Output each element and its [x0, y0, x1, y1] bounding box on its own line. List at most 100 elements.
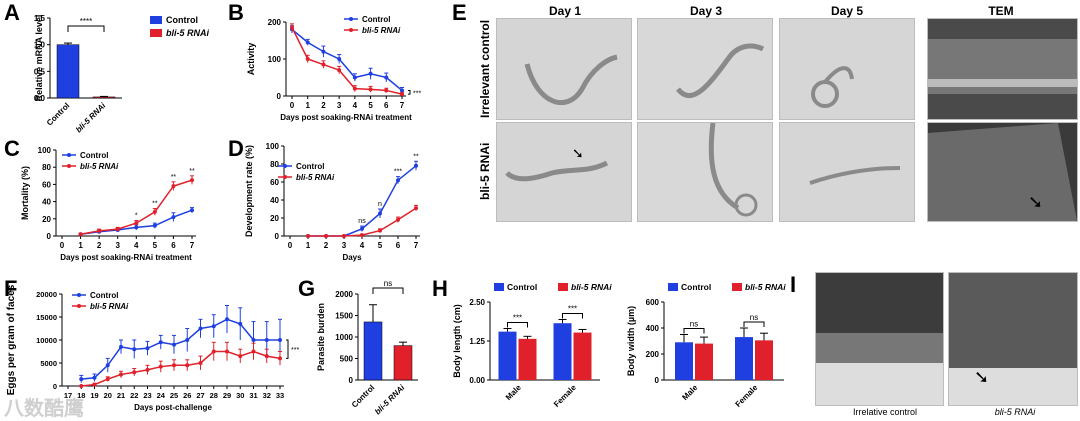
y-tick-label: 20 — [270, 214, 279, 223]
e-row-label-control: Irrelevant control — [478, 19, 492, 118]
chart-h1: 0.00 1.25 2.50 Body length (cm) Male *** Femal… — [452, 282, 612, 409]
significance-bracket — [562, 312, 583, 319]
legend-marker — [77, 293, 81, 297]
y-tick-label: 0.0 — [34, 94, 46, 103]
significance-label: ** — [152, 200, 158, 207]
y-axis-label: Activity — [246, 43, 256, 76]
data-point — [290, 25, 294, 30]
y-axis-label: Relative mRNA level — [34, 15, 44, 102]
data-point — [119, 372, 123, 377]
x-tick-label: 33 — [276, 391, 284, 400]
y-tick-label: 100 — [38, 146, 52, 155]
chart-f: 0 5000 10000 15000 20000 Eggs per gram of fac… — [6, 284, 299, 412]
data-point — [321, 49, 326, 54]
data-point — [145, 346, 150, 351]
data-point — [264, 354, 269, 359]
series-line-0 — [291, 28, 403, 92]
x-tick-label: 4 — [134, 241, 139, 250]
y-tick-label: 200 — [268, 18, 282, 27]
legend-marker — [67, 153, 71, 157]
y-tick-label: 0 — [349, 376, 354, 385]
panel-label-g: G — [298, 276, 316, 301]
legend-label: bli-5 RNAi — [571, 282, 612, 292]
data-point — [305, 57, 310, 61]
x-tick-label: Control — [350, 383, 376, 409]
data-point — [225, 317, 229, 322]
significance-label: n — [378, 201, 382, 208]
x-tick-label: 19 — [90, 391, 98, 400]
x-tick-label: 26 — [183, 391, 191, 400]
data-point — [158, 364, 163, 369]
y-tick-label: 1.25 — [469, 337, 485, 346]
tem-i-caption-rnai: bli-5 RNAi — [994, 407, 1036, 417]
data-point — [172, 342, 176, 347]
legend-label: Control — [166, 15, 198, 25]
significance-bracket — [372, 287, 404, 294]
data-point — [324, 234, 328, 238]
data-point — [414, 163, 418, 168]
x-tick-label: 6 — [396, 241, 401, 250]
micrograph-control-day1 — [496, 18, 632, 120]
legend-marker — [283, 164, 287, 168]
data-point — [396, 178, 400, 183]
bar — [363, 321, 383, 381]
data-point — [400, 88, 404, 93]
x-tick-label: 28 — [210, 391, 218, 400]
chart-c: 0 20 40 60 80 100 Mortality (%) 0 1 2 3 4 5 6 7 Days po… — [20, 146, 196, 262]
x-tick-label: 1 — [78, 241, 83, 250]
y-tick-label: 0.00 — [469, 376, 485, 385]
x-tick-label: 1 — [305, 101, 310, 110]
data-point — [337, 57, 342, 61]
x-tick-label: 20 — [104, 391, 112, 400]
data-point — [306, 234, 310, 238]
panel-label-a: A — [4, 0, 20, 25]
y-tick-label: 60 — [42, 180, 51, 189]
series-line-0 — [81, 318, 280, 380]
legend-marker — [349, 17, 353, 21]
data-point — [384, 75, 389, 80]
svg-text:➘: ➘ — [572, 145, 584, 161]
legend-label: bli-5 RNAi — [90, 302, 129, 311]
x-tick-label: bli-5 RNAi — [373, 383, 407, 417]
y-tick-label: 0 — [655, 376, 660, 385]
legend-swatch — [150, 16, 162, 24]
data-point — [238, 321, 243, 326]
micrograph-rnai-day5 — [779, 122, 915, 222]
data-point — [171, 215, 176, 220]
data-point — [396, 217, 400, 222]
data-point — [305, 40, 310, 45]
y-tick-label: 0.5 — [34, 67, 46, 76]
legend-swatch — [494, 283, 504, 291]
y-tick-label: 15000 — [36, 313, 57, 322]
significance-label: * — [135, 213, 138, 220]
data-point — [115, 227, 120, 232]
legend-swatch — [558, 283, 568, 291]
data-point — [198, 326, 203, 331]
significance-label: ** — [171, 174, 177, 181]
y-tick-label: 10000 — [36, 336, 57, 345]
tem-rnai: ➘ — [927, 122, 1078, 222]
data-point — [105, 377, 110, 382]
x-tick-label: Male — [504, 383, 523, 402]
data-point — [185, 363, 190, 368]
legend-label: bli-5 RNAi — [362, 26, 401, 35]
y-axis-label: Body length (cm) — [452, 304, 462, 378]
data-point — [264, 338, 269, 342]
x-tick-label: 18 — [77, 391, 85, 400]
y-tick-label: 1500 — [335, 312, 353, 321]
significance-label: *** — [394, 169, 402, 176]
legend-label: bli-5 RNAi — [296, 173, 335, 182]
data-point — [134, 221, 139, 226]
e-header-day5: Day 5 — [830, 4, 864, 18]
e-row-label-rnai: bli-5 RNAi — [478, 142, 492, 200]
x-tick-label: 2 — [321, 101, 326, 110]
data-point — [152, 223, 157, 228]
x-tick-label: Female — [734, 383, 760, 409]
data-point — [198, 361, 203, 365]
legend-label: Control — [296, 162, 324, 171]
data-point — [251, 338, 256, 342]
x-tick-label: 22 — [130, 391, 138, 400]
data-point — [342, 234, 346, 238]
y-tick-label: 0 — [277, 92, 282, 101]
bar — [56, 44, 80, 99]
